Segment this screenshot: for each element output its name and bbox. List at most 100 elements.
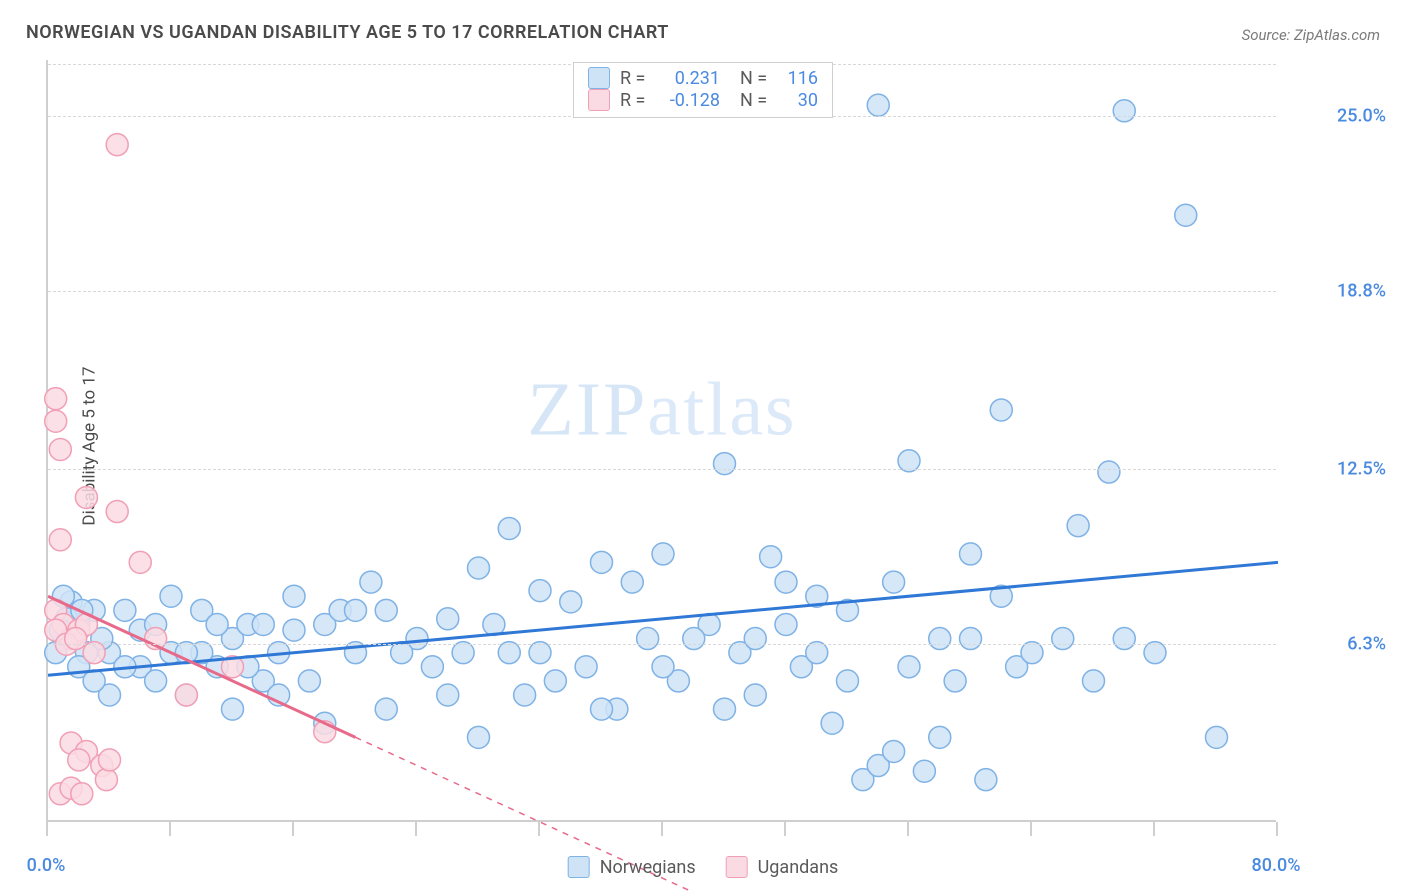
- data-point: [95, 769, 117, 791]
- data-point: [99, 749, 121, 771]
- data-point: [298, 670, 320, 692]
- x-tick-mark: [292, 822, 294, 836]
- data-point: [775, 613, 797, 635]
- data-point: [575, 656, 597, 678]
- data-point: [1083, 670, 1105, 692]
- data-point: [621, 571, 643, 593]
- data-point: [45, 388, 67, 410]
- x-tick-mark: [784, 822, 786, 836]
- legend-label: Ugandans: [758, 857, 839, 878]
- x-tick-mark: [1153, 822, 1155, 836]
- data-point: [1098, 461, 1120, 483]
- r-label: R =: [620, 68, 648, 89]
- data-point: [744, 684, 766, 706]
- data-point: [1113, 628, 1135, 650]
- data-point: [49, 438, 71, 460]
- data-point: [960, 543, 982, 565]
- data-point: [760, 546, 782, 568]
- n-value: 30: [778, 90, 818, 111]
- data-point: [65, 628, 87, 650]
- data-point: [106, 501, 128, 523]
- data-point: [175, 684, 197, 706]
- data-point: [714, 698, 736, 720]
- x-tick-label: 0.0%: [27, 855, 66, 876]
- data-point: [114, 599, 136, 621]
- n-label: N =: [740, 90, 768, 111]
- legend-row: R =-0.128N =30: [588, 89, 818, 111]
- data-point: [898, 656, 920, 678]
- x-tick-label: 80.0%: [1252, 855, 1301, 876]
- y-tick-label: 12.5%: [1337, 459, 1386, 480]
- x-tick-mark: [538, 822, 540, 836]
- legend-swatch: [568, 856, 590, 878]
- data-point: [160, 585, 182, 607]
- data-point: [437, 684, 459, 706]
- gridline: [48, 644, 1276, 645]
- x-tick-mark: [1276, 822, 1278, 836]
- data-point: [468, 726, 490, 748]
- data-point: [867, 94, 889, 116]
- data-point: [68, 749, 90, 771]
- data-point: [514, 684, 536, 706]
- x-tick-mark: [1030, 822, 1032, 836]
- data-point: [929, 726, 951, 748]
- gridline: [48, 469, 1276, 470]
- data-point: [421, 656, 443, 678]
- data-point: [45, 410, 67, 432]
- legend-swatch: [588, 67, 610, 89]
- legend-swatch: [588, 89, 610, 111]
- data-point: [960, 628, 982, 650]
- data-point: [1113, 100, 1135, 122]
- data-point: [683, 628, 705, 650]
- data-point: [652, 543, 674, 565]
- chart-title: NORWEGIAN VS UGANDAN DISABILITY AGE 5 TO…: [26, 22, 669, 43]
- source-attribution: Source: ZipAtlas.com: [1242, 26, 1380, 44]
- source-label: Source:: [1242, 26, 1291, 44]
- gridline: [48, 291, 1276, 292]
- data-point: [437, 608, 459, 630]
- data-point: [883, 740, 905, 762]
- data-point: [990, 399, 1012, 421]
- n-label: N =: [740, 68, 768, 89]
- source-value: ZipAtlas.com: [1294, 26, 1380, 44]
- data-point: [145, 670, 167, 692]
- data-point: [252, 613, 274, 635]
- x-tick-mark: [661, 822, 663, 836]
- data-point: [591, 551, 613, 573]
- x-tick-mark: [415, 822, 417, 836]
- data-point: [775, 571, 797, 593]
- data-point: [375, 599, 397, 621]
- data-point: [529, 580, 551, 602]
- y-tick-label: 6.3%: [1347, 634, 1386, 655]
- data-point: [652, 656, 674, 678]
- data-point: [591, 698, 613, 720]
- data-point: [498, 517, 520, 539]
- legend-item: Ugandans: [726, 856, 839, 878]
- legend-row: R = 0.231 N = 116: [588, 67, 818, 89]
- data-point: [283, 585, 305, 607]
- y-tick-label: 25.0%: [1337, 106, 1386, 127]
- n-value: 116: [778, 68, 818, 89]
- data-point: [468, 557, 490, 579]
- data-point: [637, 628, 659, 650]
- data-point: [129, 551, 151, 573]
- data-point: [222, 698, 244, 720]
- data-point: [1175, 204, 1197, 226]
- data-point: [1052, 628, 1074, 650]
- r-value: 0.231: [658, 68, 720, 89]
- series-legend: Norwegians Ugandans: [568, 856, 839, 878]
- data-point: [544, 670, 566, 692]
- data-point: [106, 134, 128, 156]
- data-point: [929, 628, 951, 650]
- data-point: [345, 599, 367, 621]
- r-value: -0.128: [658, 90, 720, 111]
- data-point: [360, 571, 382, 593]
- data-point: [49, 529, 71, 551]
- data-point: [913, 760, 935, 782]
- legend-item: Norwegians: [568, 856, 696, 878]
- correlation-legend: R = 0.231 N = 116R = -0.128 N = 30: [573, 62, 833, 118]
- data-point: [714, 453, 736, 475]
- data-point: [71, 783, 93, 805]
- data-point: [375, 698, 397, 720]
- data-point: [975, 769, 997, 791]
